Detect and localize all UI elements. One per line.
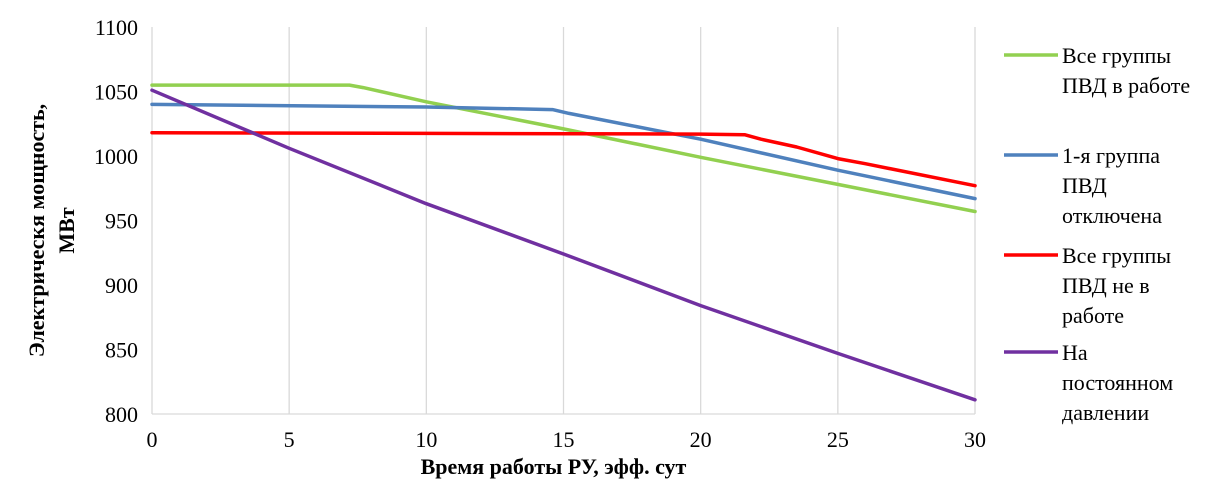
grid: [151, 27, 976, 415]
legend-label-3-1: постоянном: [1062, 370, 1173, 395]
legend-label-2-2: работе: [1062, 303, 1124, 328]
x-tick-label-6: 30: [964, 427, 986, 452]
legend-label-3-0: На: [1062, 340, 1088, 365]
x-tick-label-2: 10: [415, 427, 437, 452]
x-axis-ticks: 0 5 10 15 20 25 30: [147, 427, 987, 452]
legend-label-2-0: Все группы: [1062, 243, 1171, 268]
legend: Все группы ПВД в работе 1-я группа ПВД отклю…: [1004, 43, 1190, 425]
x-tick-label-3: 15: [553, 427, 575, 452]
y-tick-label-6: 1100: [95, 15, 138, 40]
y-tick-label-1: 850: [105, 338, 138, 363]
y-axis-title-line-1: МВт: [54, 207, 79, 253]
y-axis-title-line-0: Электрическя мощность,: [24, 104, 49, 357]
legend-label-0-1: ПВД в работе: [1062, 73, 1190, 98]
series-line-2: [150, 131, 977, 188]
series-line-0: [150, 83, 977, 214]
legend-label-3-2: давлении: [1062, 400, 1149, 425]
x-tick-label-0: 0: [147, 427, 158, 452]
x-tick-label-5: 25: [827, 427, 849, 452]
plot-series: [150, 83, 977, 402]
y-tick-label-4: 1000: [94, 144, 138, 169]
legend-label-1-2: отключена: [1062, 203, 1162, 228]
x-axis-title: Время работы РУ, эфф. сут: [421, 454, 687, 479]
x-tick-label-4: 20: [690, 427, 712, 452]
y-tick-label-0: 800: [105, 402, 138, 427]
y-tick-label-2: 900: [105, 273, 138, 298]
series-line-3: [150, 88, 977, 402]
y-axis-ticks: 800 850 900 950 1000 1050 1100: [94, 15, 138, 427]
legend-label-1-0: 1-я группа: [1062, 143, 1160, 168]
y-tick-label-3: 950: [105, 209, 138, 234]
legend-label-1-1: ПВД: [1062, 173, 1107, 198]
legend-label-2-1: ПВД не в: [1062, 273, 1150, 298]
x-tick-label-1: 5: [284, 427, 295, 452]
legend-label-0-0: Все группы: [1062, 43, 1171, 68]
series-line-1: [150, 102, 977, 201]
y-axis-title: Электрическя мощность, МВт: [24, 104, 79, 357]
y-tick-label-5: 1050: [94, 80, 138, 105]
